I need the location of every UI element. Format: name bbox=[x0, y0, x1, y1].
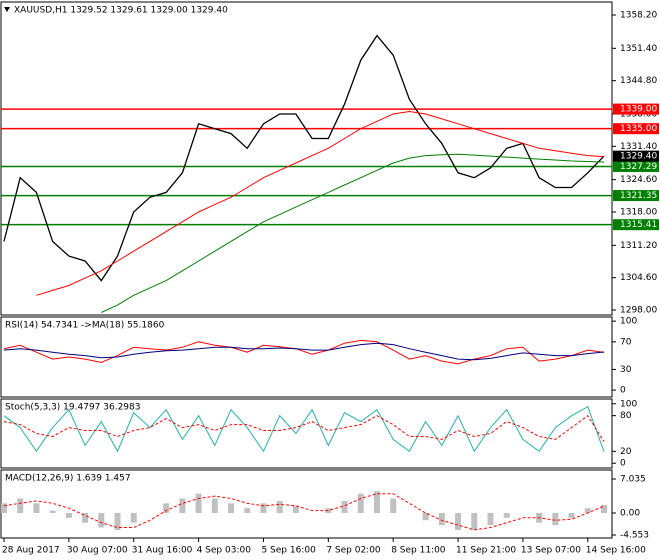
panel-title: RSI(14) 54.7341 ->MA(18) 55.1860 bbox=[5, 321, 165, 331]
x-tick-label: 5 Sep 16:00 bbox=[261, 546, 316, 556]
histogram-bar bbox=[260, 503, 267, 514]
y-tick-label: 1304.60 bbox=[620, 273, 657, 283]
y-tick-label: 1344.80 bbox=[620, 76, 657, 86]
y-tick-label: 1318.00 bbox=[620, 207, 657, 217]
symbol-icon bbox=[4, 7, 10, 12]
histogram-bar bbox=[49, 510, 56, 514]
histogram-bar bbox=[373, 491, 380, 514]
y-tick-label: -4.553 bbox=[620, 531, 649, 541]
x-tick-label: 28 Aug 2017 bbox=[2, 546, 60, 556]
y-tick-label: 80 bbox=[620, 411, 632, 421]
series-line bbox=[3, 342, 605, 361]
y-tick-label: 70 bbox=[620, 337, 632, 347]
histogram-bar bbox=[438, 513, 445, 526]
series-line bbox=[3, 414, 605, 442]
panel-frame bbox=[0, 1, 613, 316]
histogram-bar bbox=[584, 508, 591, 514]
level-label-box bbox=[613, 123, 659, 135]
x-tick-label: 11 Sep 21:00 bbox=[456, 546, 516, 556]
y-tick-label: 1331.40 bbox=[620, 142, 657, 152]
panel-title: Stoch(5,3,3) 19.4797 36.2983 bbox=[5, 403, 140, 413]
level-label: 1339.00 bbox=[620, 105, 657, 115]
y-tick-label: 0 bbox=[620, 459, 626, 469]
histogram-bar bbox=[568, 513, 575, 518]
histogram-bar bbox=[114, 513, 121, 530]
level-label-box bbox=[613, 190, 659, 202]
y-tick-label: 1351.40 bbox=[620, 44, 657, 54]
x-tick-label: 7 Sep 02:00 bbox=[326, 546, 381, 556]
panel-title: XAUUSD,H1 1329.52 1329.61 1329.00 1329.4… bbox=[14, 6, 228, 16]
y-tick-label: 1298.00 bbox=[620, 306, 657, 316]
x-tick-label: 8 Sep 11:00 bbox=[391, 546, 446, 556]
panel-frame bbox=[0, 316, 613, 398]
histogram-bar bbox=[82, 513, 89, 523]
histogram-bar bbox=[276, 500, 283, 514]
histogram-bar bbox=[601, 505, 607, 514]
series-line bbox=[3, 34, 605, 282]
series-line bbox=[3, 493, 605, 531]
level-label-box bbox=[613, 219, 659, 231]
histogram-bar bbox=[487, 513, 494, 526]
histogram-bar bbox=[65, 513, 72, 518]
histogram-bar bbox=[179, 498, 186, 514]
histogram-bar bbox=[130, 513, 137, 523]
histogram-bar bbox=[17, 498, 24, 514]
x-tick-label: 30 Aug 07:00 bbox=[67, 546, 128, 556]
histogram-bar bbox=[357, 493, 364, 514]
series-line bbox=[101, 153, 605, 313]
series-line bbox=[36, 110, 605, 296]
histogram-bar bbox=[195, 493, 202, 514]
y-tick-label: 7.035 bbox=[620, 475, 646, 485]
y-tick-label: 100 bbox=[620, 317, 637, 327]
y-tick-label: 100 bbox=[620, 399, 637, 409]
y-tick-label: 1311.20 bbox=[620, 241, 657, 251]
series-line bbox=[3, 405, 605, 453]
histogram-bar bbox=[341, 500, 348, 514]
x-tick-label: 13 Sep 07:00 bbox=[521, 546, 581, 556]
level-label: 1321.35 bbox=[620, 191, 657, 201]
level-label: 1335.00 bbox=[620, 124, 657, 134]
y-tick-label: 0.00 bbox=[620, 509, 640, 519]
histogram-bar bbox=[228, 503, 235, 514]
histogram-bar bbox=[211, 498, 218, 514]
level-label-box bbox=[613, 103, 659, 115]
histogram-bar bbox=[471, 513, 478, 530]
histogram-bar bbox=[503, 513, 510, 518]
histogram-bar bbox=[33, 503, 40, 514]
histogram-bar bbox=[163, 503, 170, 514]
y-tick-label: 1324.60 bbox=[620, 175, 657, 185]
last-price-label: 1329.40 bbox=[620, 152, 657, 162]
histogram-bar bbox=[455, 513, 462, 530]
last-price-box bbox=[613, 150, 659, 162]
histogram-bar bbox=[244, 508, 251, 514]
series-line bbox=[3, 339, 605, 365]
histogram-bar bbox=[292, 505, 299, 514]
level-label: 1315.41 bbox=[620, 220, 657, 230]
histogram-bar bbox=[422, 513, 429, 521]
panel-title: MACD(12,26,9) 1.639 1.457 bbox=[5, 474, 131, 484]
y-tick-label: 1358.20 bbox=[620, 10, 657, 20]
x-tick-label: 4 Sep 03:00 bbox=[197, 546, 252, 556]
panel-frame bbox=[0, 398, 613, 469]
x-tick-label: 31 Aug 16:00 bbox=[132, 546, 193, 556]
y-tick-label: 30 bbox=[620, 365, 632, 375]
y-tick-label: 20 bbox=[620, 447, 632, 457]
x-tick-label: 14 Sep 16:00 bbox=[586, 546, 646, 556]
y-tick-label: 0 bbox=[620, 386, 626, 396]
histogram-bar bbox=[1, 503, 7, 514]
level-label: 1327.29 bbox=[620, 162, 657, 172]
histogram-bar bbox=[98, 513, 105, 528]
histogram-bar bbox=[552, 513, 559, 526]
histogram-bar bbox=[390, 498, 397, 514]
level-label-box bbox=[613, 160, 659, 172]
